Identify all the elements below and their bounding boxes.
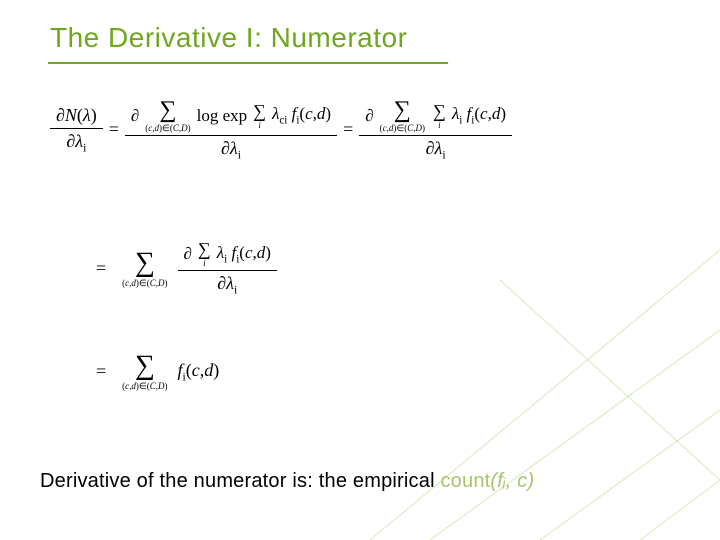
footer-args: (fᵢ, c) [490,470,534,492]
sum-over-cd-icon: ∑ (c,d)∈(C,D) [145,98,190,133]
equals-sign: = [103,119,125,140]
equals-sign: = [90,361,112,382]
sum-over-i-icon: ∑ i [198,240,211,268]
dN-dlambda-fraction: ∂N(λ) ∂λi [50,103,103,157]
title-underline [48,62,448,64]
equation-row-1: ∂N(λ) ∂λi = ∂ ∑ (c,d)∈(C,D) log exp ∑ i … [50,96,680,164]
equation-row-3: = ∑ (c,d)∈(C,D) fi(c,d) [90,352,219,391]
row2-fraction: ∂ ∑ i λi fi(c,d) ∂λi [178,238,277,299]
middle-fraction: ∂ ∑ (c,d)∈(C,D) log exp ∑ i λci fi(c,d) … [125,96,337,164]
equals-sign: = [337,119,359,140]
sum-over-i-icon: ∑ i [433,102,446,130]
equals-sign: = [90,258,112,279]
sum-over-cd-icon: ∑ (c,d)∈(C,D) [380,98,425,133]
footer-sentence: Derivative of the numerator is: the empi… [40,470,534,493]
equation-row-2: = ∑ (c,d)∈(C,D) ∂ ∑ i λi fi(c,d) ∂λi [90,238,277,299]
footer-count-word: count [440,470,490,492]
footer-prefix: Derivative of the numerator is: the empi… [40,470,440,492]
sum-over-cd-icon: ∑ (c,d)∈(C,D) [122,249,167,288]
right-fraction: ∂ ∑ (c,d)∈(C,D) ∑ i λi fi(c,d) ∂λi [359,96,512,164]
sum-over-cd-icon: ∑ (c,d)∈(C,D) [122,352,167,391]
sum-over-i-icon: ∑ i [253,102,266,130]
slide: The Derivative I: Numerator ∂N(λ) ∂λi = … [0,0,720,540]
slide-title: The Derivative I: Numerator [50,22,407,54]
